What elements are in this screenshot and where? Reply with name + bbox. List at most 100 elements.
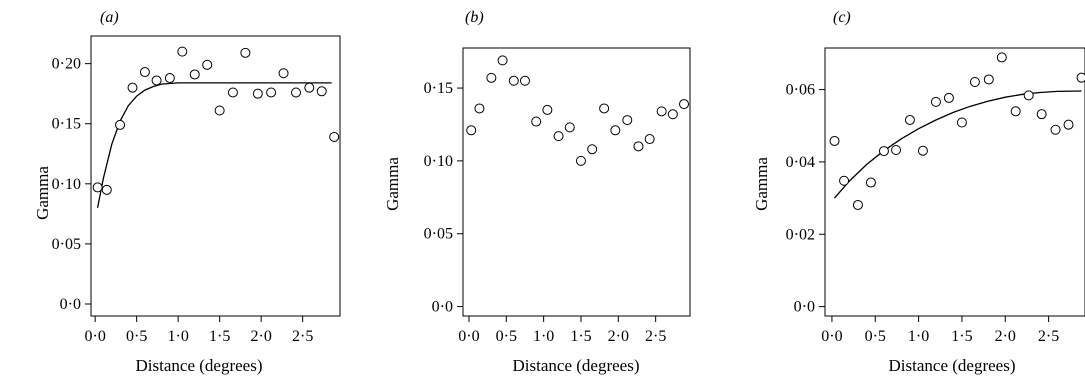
- data-point-a-2: [115, 119, 126, 130]
- data-point-a-10: [214, 105, 225, 116]
- x-tick-label-c-0: 0·0: [821, 328, 842, 345]
- panel-a: (a) Gamma Distance (degrees) 0·0 0·5 1·0 1·…: [33, 9, 341, 375]
- panel-label-b: (b): [465, 9, 484, 26]
- y-tick-label-b-2: 0·10: [424, 153, 453, 170]
- x-tick-label-a-2: 1·0: [167, 328, 188, 345]
- y-axis-title-c: Gamma: [752, 157, 771, 211]
- data-point-a-12: [240, 47, 251, 58]
- data-point-a-9: [202, 59, 213, 70]
- x-tick-label-b-1: 0·5: [496, 328, 517, 345]
- x-tick-label-a-5: 2·5: [292, 328, 313, 345]
- x-tick-label-b-4: 2·0: [608, 328, 629, 345]
- fit-curve-a: [96, 82, 332, 208]
- data-point-b-19: [679, 99, 690, 110]
- data-point-a-3: [127, 82, 138, 93]
- panel-c: (c) Gamma Distance (degrees) 0·0 0·5 1·0 1·…: [752, 9, 1085, 375]
- data-point-a-5: [151, 75, 162, 86]
- x-tick-label-c-3: 1·5: [951, 328, 972, 345]
- fit-curve-c: [834, 90, 1082, 199]
- data-point-c-9: [943, 92, 954, 103]
- x-axis-title-c: Distance (degrees): [889, 356, 1016, 375]
- x-tick-label-c-4: 2·0: [995, 328, 1016, 345]
- data-point-b-5: [519, 75, 530, 86]
- data-point-b-17: [656, 106, 667, 117]
- x-tick-label-b-2: 1·0: [533, 328, 554, 345]
- x-tick-label-a-1: 0·5: [126, 328, 147, 345]
- x-tick-label-c-1: 0·5: [865, 328, 886, 345]
- data-point-c-1: [839, 175, 850, 186]
- x-tick-label-c-2: 1·0: [908, 328, 929, 345]
- data-point-c-8: [930, 96, 941, 107]
- data-point-b-13: [610, 125, 621, 136]
- data-point-b-4: [508, 75, 519, 86]
- data-point-a-11: [227, 87, 238, 98]
- y-tick-label-c-0: 0·0: [794, 299, 815, 316]
- data-point-c-10: [956, 117, 967, 128]
- y-tick-label-a-3: 0·15: [52, 116, 81, 133]
- data-point-a-6: [164, 73, 175, 84]
- x-tick-label-a-4: 2·0: [250, 328, 271, 345]
- data-point-b-18: [667, 109, 678, 120]
- data-point-c-3: [865, 177, 876, 188]
- data-point-a-0: [92, 182, 103, 193]
- data-point-c-18: [1063, 119, 1074, 130]
- y-tick-label-b-3: 0·15: [424, 80, 453, 97]
- y-tick-label-a-2: 0·10: [52, 176, 81, 193]
- y-tick-label-a-1: 0·05: [52, 236, 81, 253]
- panel-label-a: (a): [100, 9, 119, 26]
- data-point-c-11: [969, 76, 980, 87]
- y-tick-label-a-4: 0·20: [52, 56, 81, 73]
- y-tick-label-b-0: 0·0: [432, 299, 453, 316]
- data-point-b-1: [474, 103, 485, 114]
- y-tick-label-b-1: 0·05: [424, 226, 453, 243]
- data-point-a-17: [304, 82, 315, 93]
- data-point-b-15: [633, 141, 644, 152]
- y-axis-title-a: Gamma: [33, 166, 52, 220]
- data-point-b-3: [497, 55, 508, 66]
- plot-frame-a: [90, 35, 341, 317]
- data-point-b-10: [575, 155, 586, 166]
- data-point-c-4: [878, 146, 889, 157]
- data-point-a-8: [189, 69, 200, 80]
- data-point-b-7: [542, 104, 553, 115]
- y-tick-label-c-2: 0·04: [786, 154, 815, 171]
- data-point-c-6: [904, 114, 915, 125]
- x-tick-label-a-3: 1·5: [209, 328, 230, 345]
- x-axis-title-a: Distance (degrees): [136, 356, 263, 375]
- data-point-c-16: [1036, 109, 1047, 120]
- data-point-a-1: [101, 184, 112, 195]
- data-point-b-0: [466, 125, 477, 136]
- x-tick-label-b-0: 0·0: [458, 328, 479, 345]
- y-tick-label-c-1: 0·02: [786, 226, 815, 243]
- data-point-a-4: [139, 67, 150, 78]
- data-point-c-14: [1010, 106, 1021, 117]
- y-tick-label-c-3: 0·06: [786, 82, 815, 99]
- data-point-b-8: [553, 131, 564, 142]
- panel-label-c: (c): [833, 9, 851, 26]
- data-point-c-7: [917, 145, 928, 156]
- data-point-c-19: [1076, 72, 1085, 83]
- data-point-b-11: [587, 144, 598, 155]
- data-point-b-12: [599, 103, 610, 114]
- data-point-b-14: [622, 115, 633, 126]
- data-point-c-13: [996, 52, 1007, 63]
- x-tick-label-c-5: 2·5: [1038, 328, 1059, 345]
- plot-frame-b: [462, 47, 691, 317]
- data-point-c-15: [1023, 90, 1034, 101]
- x-tick-label-b-5: 2·5: [645, 328, 666, 345]
- data-point-b-2: [486, 72, 497, 83]
- data-point-a-16: [291, 87, 302, 98]
- x-tick-label-b-3: 1·5: [570, 328, 591, 345]
- plot-frame-c: [824, 47, 1085, 317]
- data-point-b-16: [644, 134, 655, 145]
- x-axis-title-b: Distance (degrees): [513, 356, 640, 375]
- data-point-b-9: [564, 122, 575, 133]
- data-point-a-15: [278, 68, 289, 79]
- data-point-c-2: [852, 199, 863, 210]
- x-tick-label-a-0: 0·0: [84, 328, 105, 345]
- y-axis-title-b: Gamma: [383, 157, 402, 211]
- data-point-c-5: [891, 144, 902, 155]
- data-point-c-0: [829, 135, 840, 146]
- panel-b: (b) Gamma Distance (degrees) 0·0 0·5 1·0 1·…: [383, 9, 691, 375]
